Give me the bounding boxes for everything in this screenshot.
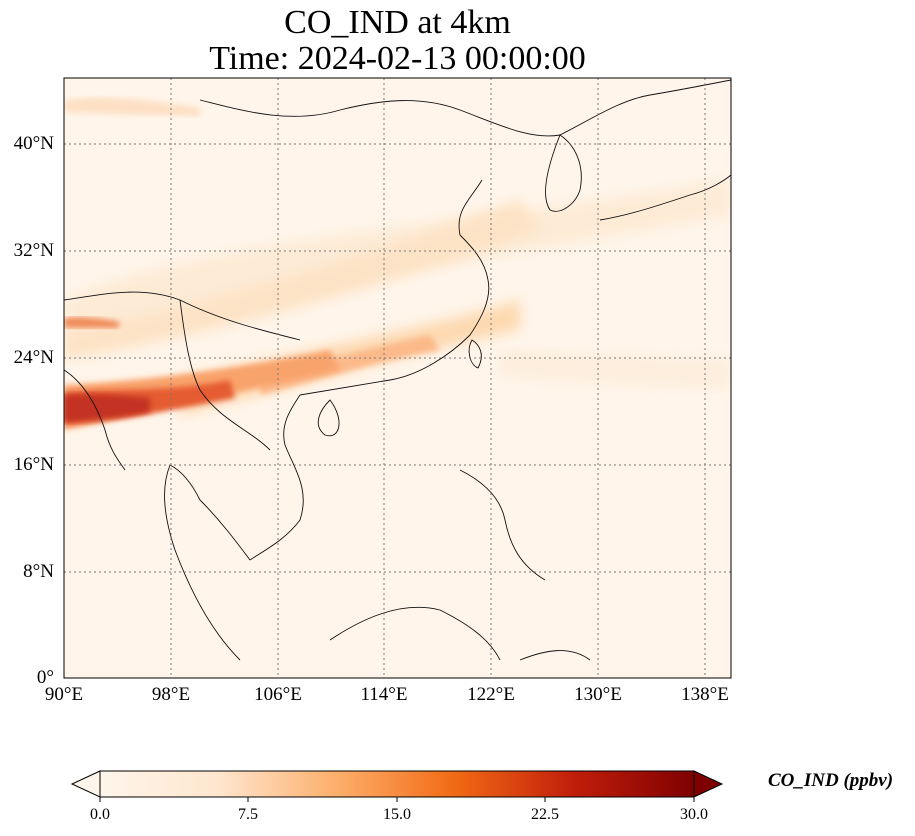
- map-title: CO_IND at 4km: [284, 4, 511, 41]
- colorbar-title: CO_IND (ppbv): [768, 770, 894, 791]
- colorbar-tick-label: 7.5: [238, 806, 258, 823]
- lat-tick-label: 0°: [36, 667, 54, 688]
- lat-tick-label: 8°N: [23, 561, 54, 582]
- colorbar-tick-label: 0.0: [90, 806, 110, 823]
- lon-tick-label: 114°E: [360, 684, 408, 705]
- colorbar-tick-label: 15.0: [383, 806, 411, 823]
- lat-tick-label: 32°N: [13, 240, 54, 261]
- lon-tick-label: 130°E: [574, 684, 622, 705]
- lat-tick-label: 24°N: [13, 347, 54, 368]
- colorbar-tick-label: 22.5: [531, 806, 559, 823]
- lat-tick-label: 16°N: [13, 454, 54, 475]
- map-frame: [63, 77, 732, 679]
- lon-tick-label: 98°E: [151, 684, 191, 705]
- lon-tick-label: 90°E: [44, 684, 84, 705]
- coastlines: [64, 79, 731, 661]
- lon-tick-label: 122°E: [467, 684, 515, 705]
- gridlines: [64, 78, 731, 678]
- colorbar: [70, 770, 724, 802]
- lat-tick-label: 40°N: [13, 133, 54, 154]
- colorbar-tick-label: 30.0: [680, 806, 708, 823]
- lon-tick-label: 106°E: [254, 684, 302, 705]
- map-subtitle-time: Time: 2024-02-13 00:00:00: [209, 40, 586, 77]
- lon-tick-label: 138°E: [681, 684, 729, 705]
